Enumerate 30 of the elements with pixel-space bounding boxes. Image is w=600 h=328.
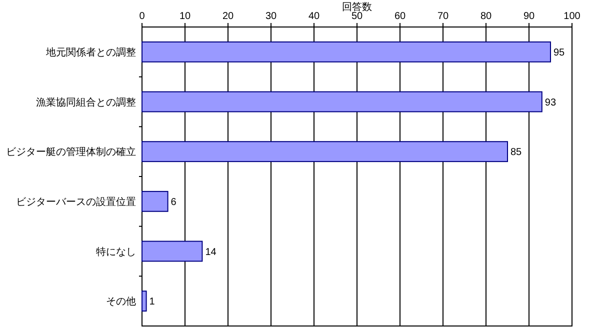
x-tick-label: 10 [179, 11, 191, 22]
data-label: 1 [149, 296, 156, 308]
x-tick-label: 40 [308, 11, 320, 22]
bar [142, 290, 147, 312]
bar [142, 190, 168, 212]
x-tick-label: 80 [480, 11, 492, 22]
y-tick-label: ビジター艇の管理体制の確立 [6, 146, 136, 158]
bar [142, 91, 542, 112]
data-label: 93 [544, 97, 556, 108]
x-tick-label: 60 [394, 11, 406, 22]
bar [142, 240, 203, 262]
x-tick-label: 90 [523, 11, 535, 22]
x-tick-label: 50 [351, 11, 363, 22]
y-tick-label: 漁業協同組合との調整 [36, 96, 136, 108]
x-tick-label: 100 [564, 11, 581, 22]
x-tick-label: 30 [265, 11, 277, 22]
data-label: 95 [554, 47, 566, 58]
bar [142, 41, 551, 62]
y-tick-label: その他 [106, 296, 136, 308]
data-label: 6 [170, 196, 177, 208]
x-tick-label: 70 [437, 11, 449, 22]
y-tick-label: ビジターバースの設置位置 [16, 196, 136, 208]
x-axis-title: 回答数 [342, 1, 372, 13]
data-label: 85 [510, 147, 522, 158]
y-tick-label: 特になし [96, 246, 136, 258]
x-tick-label: 0 [139, 11, 146, 22]
data-label: 14 [205, 246, 217, 258]
x-tick-label: 20 [222, 11, 234, 22]
bar [142, 141, 508, 162]
y-tick-label: 地元関係者との調整 [45, 46, 136, 58]
